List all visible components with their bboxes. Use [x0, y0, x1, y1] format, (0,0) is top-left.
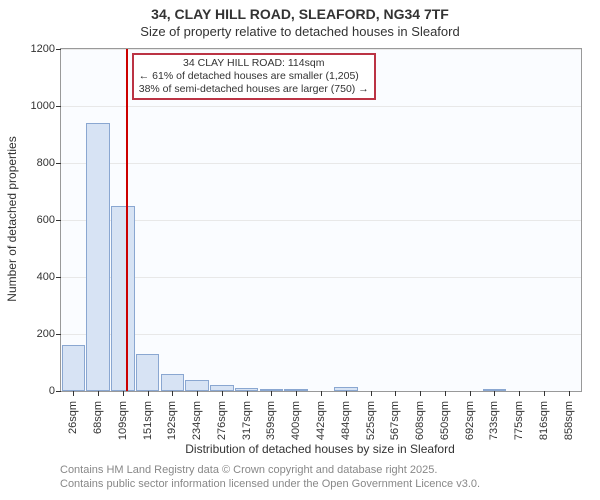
- x-tick: [445, 391, 446, 396]
- x-tick: [296, 391, 297, 396]
- gridline: [61, 277, 581, 278]
- chart-container: 34, CLAY HILL ROAD, SLEAFORD, NG34 7TF S…: [0, 0, 600, 500]
- gridline: [61, 163, 581, 164]
- x-tick: [73, 391, 74, 396]
- x-tick-label: 692sqm: [464, 401, 476, 440]
- x-tick: [420, 391, 421, 396]
- y-tick: [56, 49, 61, 50]
- x-tick: [222, 391, 223, 396]
- x-tick: [98, 391, 99, 396]
- gridline: [61, 106, 581, 107]
- gridline: [61, 334, 581, 335]
- x-tick-label: 192sqm: [166, 401, 178, 440]
- histogram-bar: [185, 380, 209, 391]
- gridline: [61, 220, 581, 221]
- x-tick-label: 276sqm: [216, 401, 228, 440]
- x-tick-label: 68sqm: [92, 401, 104, 434]
- x-tick: [197, 391, 198, 396]
- x-tick-label: 400sqm: [290, 401, 302, 440]
- x-tick-label: 442sqm: [315, 401, 327, 440]
- y-tick: [56, 220, 61, 221]
- x-tick-label: 775sqm: [513, 401, 525, 440]
- y-tick: [56, 277, 61, 278]
- gridline: [61, 49, 581, 50]
- x-tick-label: 26sqm: [67, 401, 79, 434]
- x-axis-label: Distribution of detached houses by size …: [60, 442, 580, 456]
- x-tick-label: 650sqm: [439, 401, 451, 440]
- x-tick-label: 567sqm: [389, 401, 401, 440]
- x-tick: [544, 391, 545, 396]
- plot-area: 02004006008001000120026sqm68sqm109sqm151…: [60, 48, 582, 392]
- x-tick: [395, 391, 396, 396]
- y-tick-label: 1000: [31, 100, 55, 112]
- x-tick-label: 525sqm: [365, 401, 377, 440]
- histogram-bar: [111, 206, 135, 391]
- x-tick: [271, 391, 272, 396]
- x-tick: [321, 391, 322, 396]
- x-tick-label: 484sqm: [340, 401, 352, 440]
- x-tick-label: 816sqm: [538, 401, 550, 440]
- x-tick-label: 109sqm: [117, 401, 129, 440]
- y-tick: [56, 106, 61, 107]
- x-tick-label: 317sqm: [241, 401, 253, 440]
- annotation-line: ← 61% of detached houses are smaller (1,…: [139, 70, 369, 83]
- x-tick-label: 151sqm: [142, 401, 154, 440]
- x-tick: [470, 391, 471, 396]
- chart-title-main: 34, CLAY HILL ROAD, SLEAFORD, NG34 7TF: [0, 6, 600, 22]
- histogram-bar: [62, 345, 86, 391]
- reference-vline: [126, 49, 128, 391]
- annotation-line: 38% of semi-detached houses are larger (…: [139, 83, 369, 96]
- x-tick-label: 359sqm: [265, 401, 277, 440]
- x-tick-label: 234sqm: [191, 401, 203, 440]
- annotation-line: 34 CLAY HILL ROAD: 114sqm: [139, 57, 369, 70]
- y-tick: [56, 391, 61, 392]
- x-tick: [569, 391, 570, 396]
- y-tick-label: 600: [37, 214, 55, 226]
- y-tick: [56, 163, 61, 164]
- x-tick-label: 858sqm: [563, 401, 575, 440]
- histogram-bar: [161, 374, 185, 391]
- y-axis-label: Number of detached properties: [5, 136, 19, 301]
- x-tick-label: 608sqm: [414, 401, 426, 440]
- x-tick: [148, 391, 149, 396]
- y-tick-label: 200: [37, 328, 55, 340]
- y-tick-label: 1200: [31, 43, 55, 55]
- y-tick: [56, 334, 61, 335]
- x-tick-label: 733sqm: [488, 401, 500, 440]
- histogram-bar: [136, 354, 160, 391]
- chart-title-sub: Size of property relative to detached ho…: [0, 24, 600, 39]
- y-tick-label: 0: [49, 385, 55, 397]
- x-tick: [247, 391, 248, 396]
- x-tick: [346, 391, 347, 396]
- y-tick-label: 800: [37, 157, 55, 169]
- y-tick-label: 400: [37, 271, 55, 283]
- x-tick: [371, 391, 372, 396]
- x-tick: [494, 391, 495, 396]
- annotation-box: 34 CLAY HILL ROAD: 114sqm← 61% of detach…: [132, 53, 376, 100]
- footer-line-1: Contains HM Land Registry data © Crown c…: [60, 464, 437, 476]
- histogram-bar: [86, 123, 110, 391]
- x-tick: [519, 391, 520, 396]
- x-tick: [172, 391, 173, 396]
- footer-line-2: Contains public sector information licen…: [60, 478, 480, 490]
- x-tick: [123, 391, 124, 396]
